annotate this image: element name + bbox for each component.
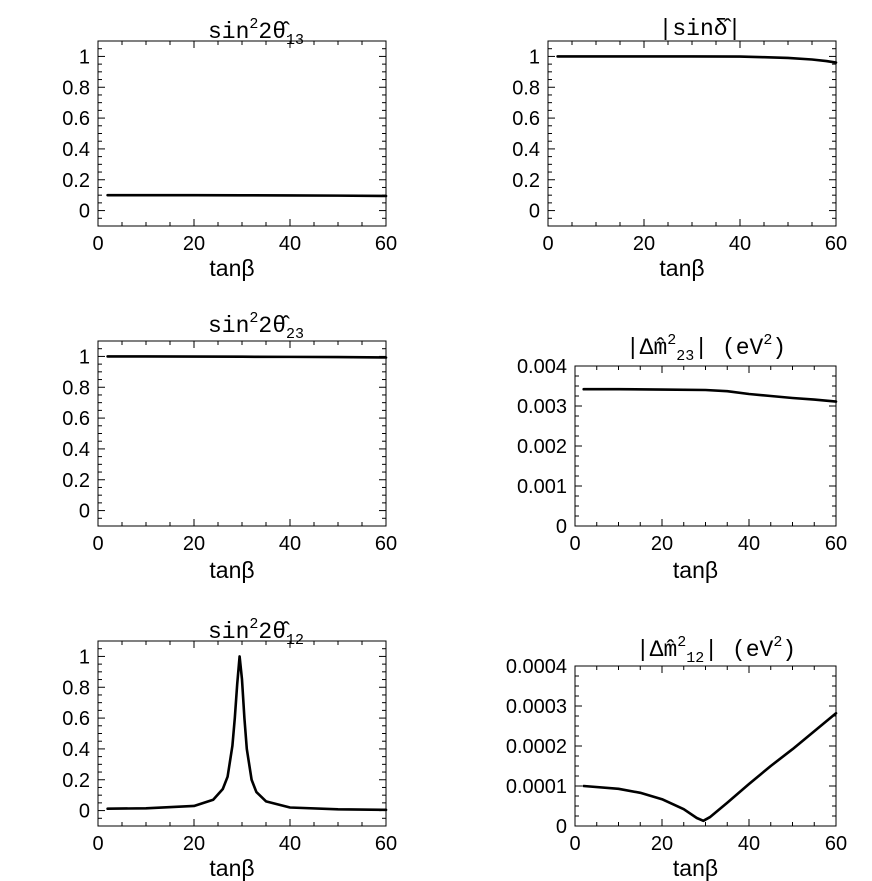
y-tick-label: 0.8 [62, 77, 90, 99]
y-tick-label: 0.6 [62, 708, 90, 730]
x-tick-label: 20 [183, 233, 205, 255]
x-tick-label: 40 [738, 833, 760, 855]
y-tick-label: 0 [79, 201, 90, 223]
x-tick-label: 20 [651, 833, 673, 855]
plot-frame [547, 40, 837, 227]
y-tick-label: 0 [79, 501, 90, 523]
y-tick-label: 0.8 [62, 677, 90, 699]
chart-panel-6: 0 20 40 60 0 0.0001 0.0002 0.0003 0.0004 tanβ |Δm̂… [506, 634, 847, 881]
y-tick-label: 1 [79, 646, 90, 668]
y-tick-label: 0.4 [62, 739, 90, 761]
y-tick-label: 0 [529, 201, 540, 223]
chart-title: sin22θ̂23 [208, 310, 304, 343]
y-tick-label: 0.2 [512, 170, 540, 192]
x-tick-label: 0 [92, 533, 103, 555]
y-tick-label: 0.6 [62, 108, 90, 130]
x-tick-label: 0 [569, 533, 580, 555]
x-tick-label: 0 [569, 833, 580, 855]
x-tick-label: 0 [92, 833, 103, 855]
plot-frame [97, 40, 387, 227]
x-tick-label: 40 [279, 533, 301, 555]
x-axis-label: tanβ [209, 855, 254, 881]
series-line [582, 711, 838, 823]
x-tick-label: 60 [825, 833, 847, 855]
series-line [106, 193, 388, 198]
y-tick-label: 0.0003 [506, 696, 567, 718]
x-tick-label: 20 [633, 233, 655, 255]
chart-title: sin22θ̂13 [208, 16, 304, 49]
chart-panel-3: 0 20 40 60 0 0.2 0.4 0.6 0.8 1 tanβ sin22θ̂23 [62, 310, 397, 583]
chart-title: |Δm̂223| (eV2) [626, 332, 786, 365]
x-tick-label: 60 [825, 233, 847, 255]
chart-title: sin22θ̂12 [208, 616, 304, 649]
y-tick-label: 0.4 [62, 139, 90, 161]
series-line [106, 355, 388, 359]
chart-title: |sinδ̂| [659, 16, 742, 42]
y-tick-label: 1 [79, 46, 90, 68]
x-tick-label: 60 [375, 533, 397, 555]
y-tick-label: 0 [79, 801, 90, 823]
x-tick-label: 60 [825, 533, 847, 555]
x-axis-label: tanβ [209, 255, 254, 281]
y-tick-label: 0.0001 [506, 776, 567, 798]
chart-panel-4: 0 20 40 60 0 0.001 0.002 0.003 0.004 tanβ |Δm̂223|… [517, 332, 847, 583]
chart-panel-5: 0 20 40 60 0 0.2 0.4 0.6 0.8 1 tanβ sin22θ̂12 [62, 616, 397, 881]
x-tick-label: 20 [651, 533, 673, 555]
series-line [106, 655, 388, 812]
y-tick-label: 0.8 [512, 77, 540, 99]
x-axis-label: tanβ [673, 557, 718, 583]
y-tick-label: 0.0002 [506, 736, 567, 758]
y-tick-label: 0.2 [62, 170, 90, 192]
x-axis-label: tanβ [209, 557, 254, 583]
y-tick-label: 0.4 [512, 139, 540, 161]
chart-panel-2: 0 20 40 60 0 0.2 0.4 0.6 0.8 1 tanβ |sinδ̂| [512, 16, 847, 281]
x-tick-label: 60 [375, 833, 397, 855]
y-tick-label: 0.003 [517, 396, 567, 418]
series-line [582, 387, 838, 403]
x-tick-label: 40 [729, 233, 751, 255]
x-tick-label: 40 [738, 533, 760, 555]
y-tick-label: 0.6 [512, 108, 540, 130]
plot-frame [97, 340, 387, 527]
x-tick-label: 60 [375, 233, 397, 255]
chart-title: |Δm̂212| (eV2) [636, 634, 796, 667]
y-tick-label: 0.001 [517, 476, 567, 498]
y-tick-label: 0.2 [62, 770, 90, 792]
x-tick-label: 40 [279, 833, 301, 855]
y-tick-label: 0.2 [62, 470, 90, 492]
x-tick-label: 0 [542, 233, 553, 255]
x-axis-label: tanβ [673, 855, 718, 881]
y-tick-label: 1 [529, 46, 540, 68]
y-tick-label: 0 [556, 516, 567, 538]
x-tick-label: 40 [279, 233, 301, 255]
y-tick-label: 0.8 [62, 377, 90, 399]
series-line [556, 55, 838, 64]
x-axis-label: tanβ [659, 255, 704, 281]
y-tick-label: 0 [556, 816, 567, 838]
x-tick-label: 20 [183, 533, 205, 555]
y-tick-label: 0.004 [517, 356, 567, 378]
y-tick-label: 0.6 [62, 408, 90, 430]
x-tick-label: 20 [183, 833, 205, 855]
x-tick-label: 0 [92, 233, 103, 255]
y-tick-label: 0.002 [517, 436, 567, 458]
y-tick-label: 1 [79, 346, 90, 368]
y-tick-label: 0.4 [62, 439, 90, 461]
y-tick-label: 0.0004 [506, 656, 567, 678]
chart-panel-1: 0 20 40 60 0 0.2 0.4 0.6 0.8 1 tanβ sin22θ̂13 [62, 16, 397, 281]
